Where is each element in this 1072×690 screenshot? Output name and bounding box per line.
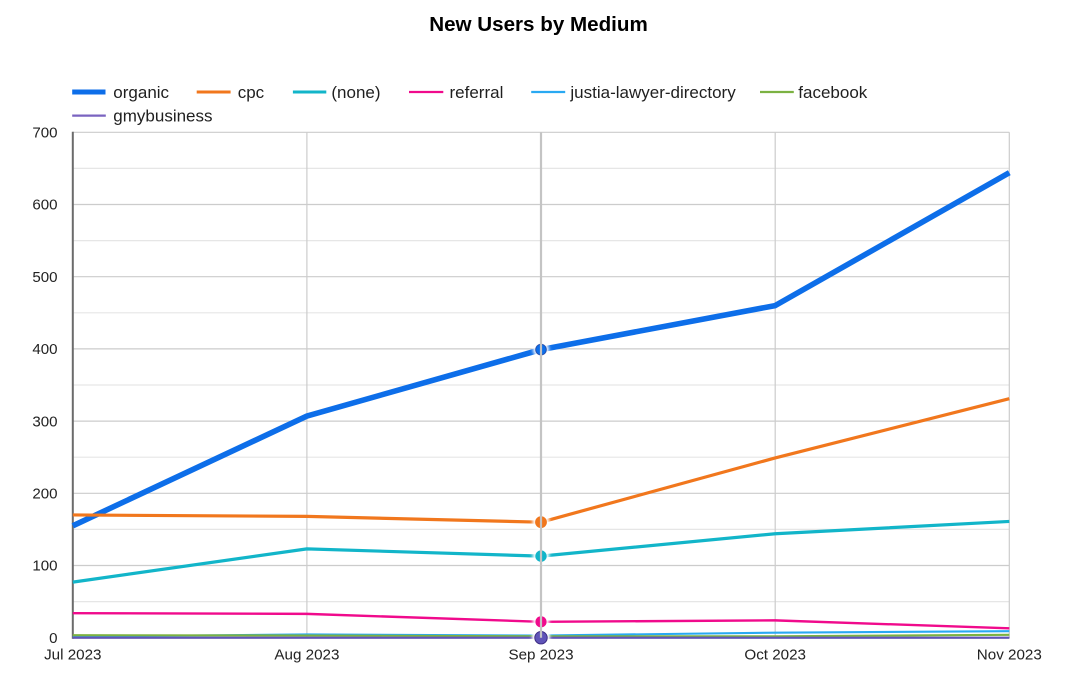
svg-text:400: 400 <box>32 341 57 358</box>
svg-text:gmybusiness: gmybusiness <box>113 107 212 126</box>
svg-text:(none): (none) <box>331 83 380 102</box>
svg-text:700: 700 <box>32 125 57 142</box>
svg-text:cpc: cpc <box>238 83 265 102</box>
svg-text:Sep 2023: Sep 2023 <box>508 646 573 663</box>
svg-text:organic: organic <box>113 83 169 102</box>
svg-text:600: 600 <box>32 197 57 214</box>
svg-text:500: 500 <box>32 269 57 286</box>
svg-text:100: 100 <box>32 558 57 575</box>
svg-text:New Users by Medium: New Users by Medium <box>429 13 648 36</box>
svg-text:Jul 2023: Jul 2023 <box>44 646 101 663</box>
svg-text:Oct 2023: Oct 2023 <box>744 646 806 663</box>
svg-text:200: 200 <box>32 486 57 503</box>
svg-text:Aug 2023: Aug 2023 <box>274 646 339 663</box>
svg-text:300: 300 <box>32 413 57 430</box>
svg-text:facebook: facebook <box>798 83 867 102</box>
svg-text:0: 0 <box>49 630 57 647</box>
svg-text:justia-lawyer-directory: justia-lawyer-directory <box>569 83 736 102</box>
svg-text:Nov 2023: Nov 2023 <box>977 646 1042 663</box>
svg-text:referral: referral <box>450 83 504 102</box>
